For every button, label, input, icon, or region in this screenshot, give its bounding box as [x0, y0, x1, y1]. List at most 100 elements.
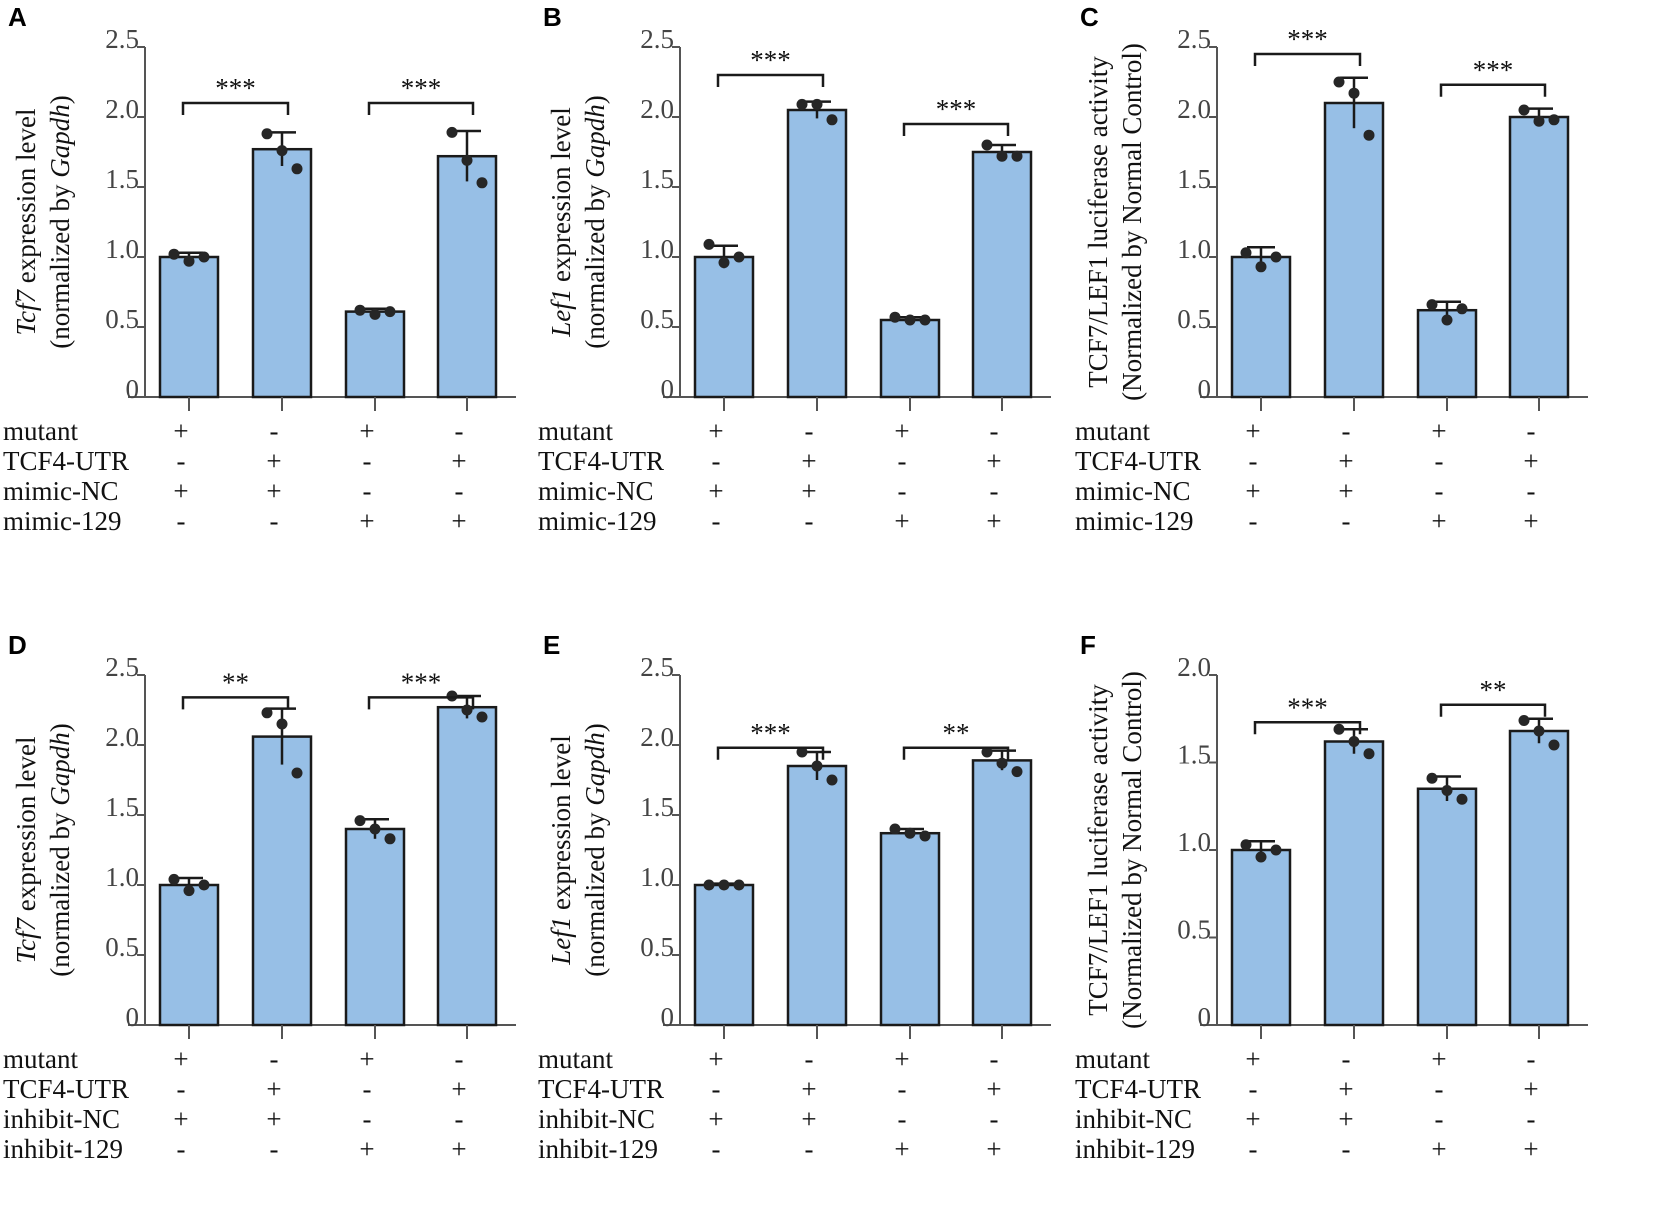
data-point: [1333, 723, 1345, 735]
y-tick-label: 1.0: [1177, 234, 1211, 264]
data-point: [183, 255, 195, 267]
data-point: [981, 139, 993, 151]
significance-bracket: [367, 101, 475, 115]
y-axis-label-main: Lef1 expression level: [546, 735, 576, 965]
condition-label: TCF4-UTR: [538, 446, 664, 476]
condition-sign: -: [270, 1044, 279, 1074]
condition-sign: -: [1342, 1044, 1351, 1074]
y-label-text: expression level: [546, 107, 576, 288]
data-point: [1548, 739, 1560, 751]
y-tick-label: 2.5: [105, 652, 139, 682]
chart-panel-c: C 0 0.5 1.0 1.5 2.0 2.5 TCF7/LEF1 luciferase ac…: [1075, 2, 1588, 536]
y-label-italic: Lef1: [546, 917, 576, 966]
condition-label: mutant: [1075, 1044, 1150, 1074]
bar: [1323, 740, 1385, 1027]
significance-label: ***: [215, 73, 256, 103]
condition-sign: -: [805, 506, 814, 536]
condition-label: mimic-129: [3, 506, 121, 536]
y-label-sub-pre: (Normalized by Normal Control): [1117, 43, 1147, 401]
condition-sign: +: [359, 506, 374, 536]
condition-label: inhibit-129: [538, 1134, 658, 1164]
significance-label: ***: [401, 667, 442, 697]
condition-sign: +: [451, 1134, 466, 1164]
y-tick-label: 1.5: [640, 164, 674, 194]
condition-sign: -: [270, 416, 279, 446]
data-point: [996, 757, 1008, 769]
y-tick-label: 1.5: [640, 792, 674, 822]
y-tick-label: 1.5: [1177, 164, 1211, 194]
chart-panel-b: B 0 0.5 1.0 1.5 2.0 2.5 Lef1 expression level (n…: [538, 2, 1051, 536]
y-label-sub-post: ): [580, 723, 610, 732]
condition-sign: +: [266, 1104, 281, 1134]
condition-sign: -: [712, 1134, 721, 1164]
condition-sign: +: [894, 1044, 909, 1074]
y-tick-label: 0.5: [640, 932, 674, 962]
y-label-sub-italic: Gapdh: [580, 104, 610, 178]
bar: [971, 759, 1033, 1027]
data-point: [461, 704, 473, 716]
data-point: [1270, 844, 1282, 856]
panel-letter: D: [8, 630, 27, 660]
chart-panel-d: D 0 0.5 1.0 1.5 2.0 2.5 Tcf7 expression level (n…: [3, 630, 516, 1164]
data-point: [369, 308, 381, 320]
y-axis-label-main: TCF7/LEF1 luciferase activity: [1083, 684, 1113, 1016]
condition-sign: +: [894, 1134, 909, 1164]
bar: [786, 764, 848, 1027]
panel-letter: A: [8, 2, 27, 32]
y-label-sub-italic: Gapdh: [45, 104, 75, 178]
panel-letter: E: [543, 630, 560, 660]
bar: [1230, 848, 1292, 1027]
y-label-sub-italic: Gapdh: [45, 732, 75, 806]
condition-label: TCF4-UTR: [3, 446, 129, 476]
condition-sign: +: [708, 1044, 723, 1074]
bar: [344, 827, 406, 1027]
condition-sign: +: [801, 446, 816, 476]
data-point: [291, 163, 303, 175]
condition-sign: +: [1245, 416, 1260, 446]
data-point: [796, 746, 808, 758]
condition-sign: +: [451, 1074, 466, 1104]
condition-label: TCF4-UTR: [1075, 1074, 1201, 1104]
bar: [693, 255, 755, 399]
y-axis-label-sub: (normalized by Gapdh): [580, 723, 610, 976]
condition-sign: -: [1435, 1074, 1444, 1104]
significance-label: **: [1480, 675, 1507, 705]
significance-bracket: [1253, 721, 1362, 735]
data-point: [1011, 766, 1023, 778]
data-point: [1270, 251, 1282, 263]
condition-sign: -: [455, 1104, 464, 1134]
y-axis-label-main: Tcf7 expression level: [11, 737, 41, 964]
data-point: [384, 306, 396, 318]
data-point: [261, 707, 273, 719]
condition-label: mutant: [3, 416, 78, 446]
bar: [971, 150, 1033, 399]
bar: [251, 735, 313, 1027]
y-label-text: TCF7/LEF1 luciferase activity: [1083, 684, 1113, 1016]
y-label-sub-pre: (normalized by: [580, 178, 610, 349]
condition-sign: -: [712, 506, 721, 536]
condition-sign: -: [1435, 446, 1444, 476]
y-tick-label: 0.5: [1177, 915, 1211, 945]
condition-label: inhibit-129: [1075, 1134, 1195, 1164]
condition-sign: -: [990, 1044, 999, 1074]
data-point: [1548, 114, 1560, 126]
condition-sign: +: [1338, 1074, 1353, 1104]
chart-panel-e: E 0 0.5 1.0 1.5 2.0 2.5 Lef1 expression level (n…: [538, 630, 1051, 1164]
bar: [436, 705, 498, 1027]
data-point: [996, 150, 1008, 162]
y-tick-label: 0: [1198, 374, 1212, 404]
condition-sign: +: [1431, 416, 1446, 446]
y-tick-label: 2.0: [1177, 652, 1211, 682]
data-point: [446, 126, 458, 138]
condition-sign: +: [451, 446, 466, 476]
data-point: [276, 145, 288, 157]
y-tick-label: 0.5: [105, 304, 139, 334]
condition-sign: -: [990, 1104, 999, 1134]
y-label-sub-pre: (normalized by: [580, 806, 610, 977]
data-point: [354, 304, 366, 316]
condition-sign: +: [1245, 1104, 1260, 1134]
data-point: [1533, 725, 1545, 737]
y-label-italic: Lef1: [546, 289, 576, 338]
condition-sign: +: [266, 476, 281, 506]
y-tick-label: 2.5: [640, 652, 674, 682]
